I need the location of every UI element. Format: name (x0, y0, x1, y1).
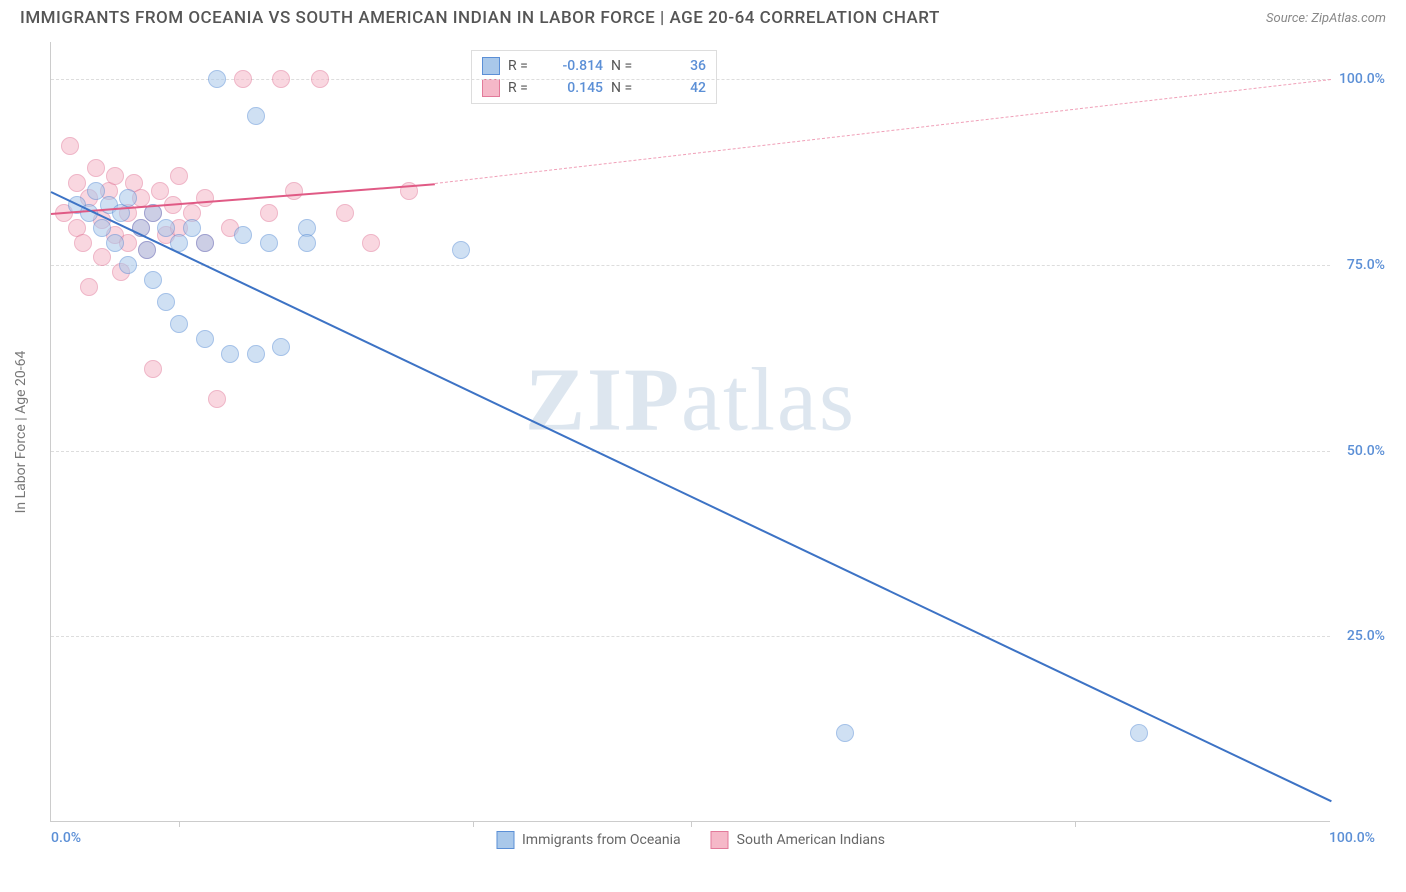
data-point (119, 189, 137, 207)
data-point (87, 159, 105, 177)
data-point (234, 226, 252, 244)
y-tick-label: 100.0% (1339, 71, 1385, 87)
legend-r-value-1: 0.145 (548, 80, 603, 96)
data-point (272, 70, 290, 88)
data-point (170, 315, 188, 333)
data-point (170, 167, 188, 185)
data-point (247, 345, 265, 363)
legend-swatch-0 (482, 57, 500, 75)
data-point (452, 241, 470, 259)
data-point (183, 219, 201, 237)
legend-swatch-icon (711, 831, 729, 849)
legend-r-label: R = (508, 80, 540, 96)
data-point (298, 234, 316, 252)
legend-series-name-1: South American Indians (737, 832, 885, 848)
legend-row-series-1: R = 0.145 N = 42 (482, 77, 706, 99)
watermark: ZIPatlas (525, 349, 856, 452)
y-tick-label: 50.0% (1347, 443, 1385, 459)
legend-series-name-0: Immigrants from Oceania (522, 832, 681, 848)
series-legend: Immigrants from Oceania South American I… (496, 831, 885, 849)
correlation-legend: R = -0.814 N = 36 R = 0.145 N = 42 (471, 50, 717, 104)
data-point (221, 345, 239, 363)
x-tick-min: 0.0% (51, 830, 81, 846)
data-point (138, 241, 156, 259)
data-point (157, 219, 175, 237)
data-point (61, 137, 79, 155)
data-point (1130, 724, 1148, 742)
data-point (93, 219, 111, 237)
legend-n-value-1: 42 (651, 80, 706, 96)
x-tick-mark (691, 821, 692, 827)
data-point (119, 256, 137, 274)
data-point (362, 234, 380, 252)
data-point (144, 271, 162, 289)
data-point (260, 204, 278, 222)
data-point (68, 174, 86, 192)
legend-item-0: Immigrants from Oceania (496, 831, 681, 849)
legend-swatch-icon (496, 831, 514, 849)
legend-r-value-0: -0.814 (548, 58, 603, 74)
gridline-h (51, 451, 1330, 452)
data-point (144, 360, 162, 378)
y-tick-label: 25.0% (1347, 628, 1385, 644)
data-point (157, 293, 175, 311)
data-point (196, 234, 214, 252)
data-point (247, 107, 265, 125)
chart-title: IMMIGRANTS FROM OCEANIA VS SOUTH AMERICA… (20, 8, 940, 28)
plot-region: ZIPatlas In Labor Force | Age 20-64 R = … (50, 42, 1330, 822)
data-point (74, 234, 92, 252)
legend-n-value-0: 36 (651, 58, 706, 74)
legend-n-label: N = (611, 58, 643, 74)
data-point (196, 330, 214, 348)
data-point (196, 189, 214, 207)
data-point (151, 182, 169, 200)
data-point (311, 70, 329, 88)
data-point (87, 182, 105, 200)
y-tick-label: 75.0% (1347, 257, 1385, 273)
source-label: Source: ZipAtlas.com (1266, 11, 1386, 26)
legend-item-1: South American Indians (711, 831, 885, 849)
data-point (336, 204, 354, 222)
trend-line (51, 191, 1332, 802)
x-tick-max: 100.0% (1329, 830, 1375, 846)
data-point (93, 248, 111, 266)
data-point (208, 70, 226, 88)
data-point (234, 70, 252, 88)
data-point (80, 278, 98, 296)
data-point (106, 167, 124, 185)
gridline-h (51, 636, 1330, 637)
data-point (106, 234, 124, 252)
data-point (260, 234, 278, 252)
x-tick-mark (473, 821, 474, 827)
data-point (272, 338, 290, 356)
data-point (836, 724, 854, 742)
legend-swatch-1 (482, 79, 500, 97)
title-bar: IMMIGRANTS FROM OCEANIA VS SOUTH AMERICA… (0, 0, 1406, 32)
data-point (208, 390, 226, 408)
gridline-h (51, 265, 1330, 266)
data-point (285, 182, 303, 200)
x-tick-mark (179, 821, 180, 827)
legend-row-series-0: R = -0.814 N = 36 (482, 55, 706, 77)
y-axis-label: In Labor Force | Age 20-64 (13, 350, 29, 513)
legend-n-label: N = (611, 80, 643, 96)
legend-r-label: R = (508, 58, 540, 74)
chart-area: ZIPatlas In Labor Force | Age 20-64 R = … (50, 42, 1370, 822)
x-tick-mark (1075, 821, 1076, 827)
